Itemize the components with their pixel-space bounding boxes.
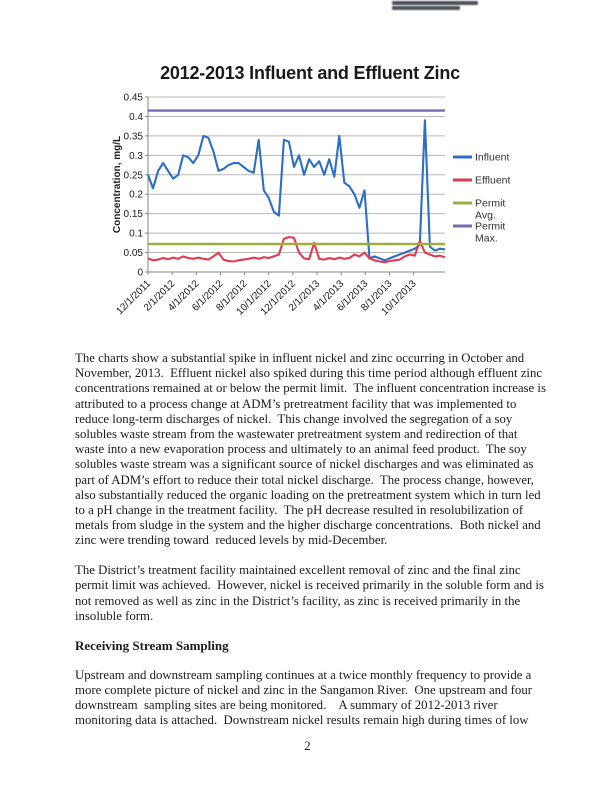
y-tick-label: 0.05 — [124, 248, 144, 259]
legend-label: Permit — [475, 221, 505, 233]
y-tick-label: 0.3 — [129, 151, 143, 162]
series-line-effluent — [147, 235, 446, 264]
legend-label: Permit — [475, 198, 505, 210]
legend-label: Avg. — [475, 210, 496, 222]
stamp-line-2 — [392, 6, 460, 10]
y-tick-label: 0.4 — [129, 112, 143, 123]
legend-label: Effluent — [475, 175, 510, 187]
y-tick-label: 0.45 — [124, 93, 144, 104]
y-tick-label: 0.15 — [124, 209, 144, 220]
paragraph-influent-spike: The charts show a substantial spike in i… — [75, 351, 550, 548]
zinc-concentration-chart: 0.450.40.350.30.250.20.150.10.05012/1/20… — [112, 93, 510, 318]
y-tick-label: 0.1 — [129, 229, 143, 240]
legend-label: Influent — [475, 152, 510, 164]
y-axis-title: Concentration, mg/L — [112, 136, 123, 233]
page-number: 2 — [304, 739, 311, 753]
report-body: The charts show a substantial spike in i… — [75, 351, 547, 743]
section-heading-receiving-stream-sampling: Receiving Stream Sampling — [75, 638, 229, 654]
y-tick-label: 0.2 — [129, 190, 143, 201]
paragraph-stream-sampling: Upstream and downstream sampling continu… — [75, 667, 536, 728]
illegible-stamp — [392, 1, 480, 12]
legend-label: Max. — [475, 233, 498, 245]
chart-title: 2012-2013 Influent and Effluent Zinc — [160, 63, 460, 83]
y-tick-label: 0.35 — [124, 131, 144, 142]
y-tick-label: 0 — [137, 268, 143, 279]
paragraph-zinc-removal: The District’s treatment facility mainta… — [75, 563, 548, 623]
y-tick-label: 0.25 — [124, 170, 144, 181]
series-line-influent — [147, 119, 446, 262]
stamp-line-1 — [392, 1, 478, 5]
